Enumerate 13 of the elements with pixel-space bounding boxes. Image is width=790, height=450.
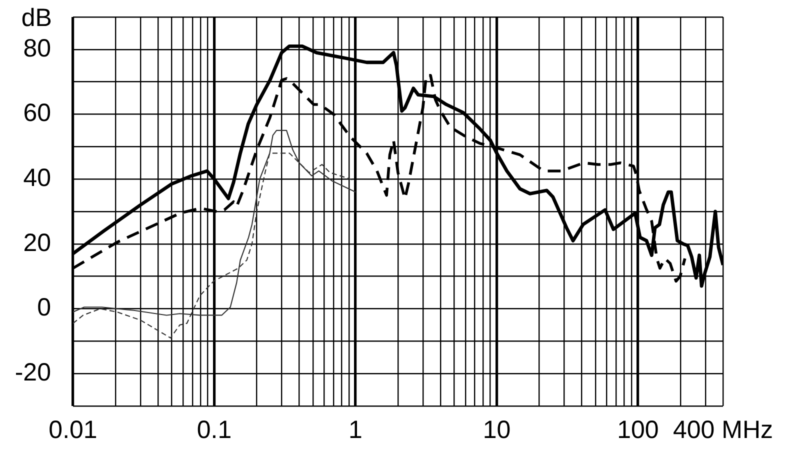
- x-tick-label: 0.1: [196, 416, 232, 444]
- x-tick-label: 400 MHz: [672, 416, 774, 444]
- y-tick-label: 0: [37, 294, 51, 322]
- y-tick-label: 80: [23, 34, 51, 62]
- y-tick-label: 40: [23, 164, 51, 192]
- x-tick-label: 10: [482, 416, 511, 444]
- x-tick-label: 100: [617, 416, 659, 444]
- x-tick-label: 1: [348, 416, 362, 444]
- y-axis-title: dB: [21, 4, 52, 32]
- y-tick-label: 60: [23, 99, 51, 128]
- x-tick-label: 0.01: [48, 416, 98, 444]
- y-tick-label: -20: [14, 358, 51, 386]
- y-tick-label: 20: [23, 228, 51, 257]
